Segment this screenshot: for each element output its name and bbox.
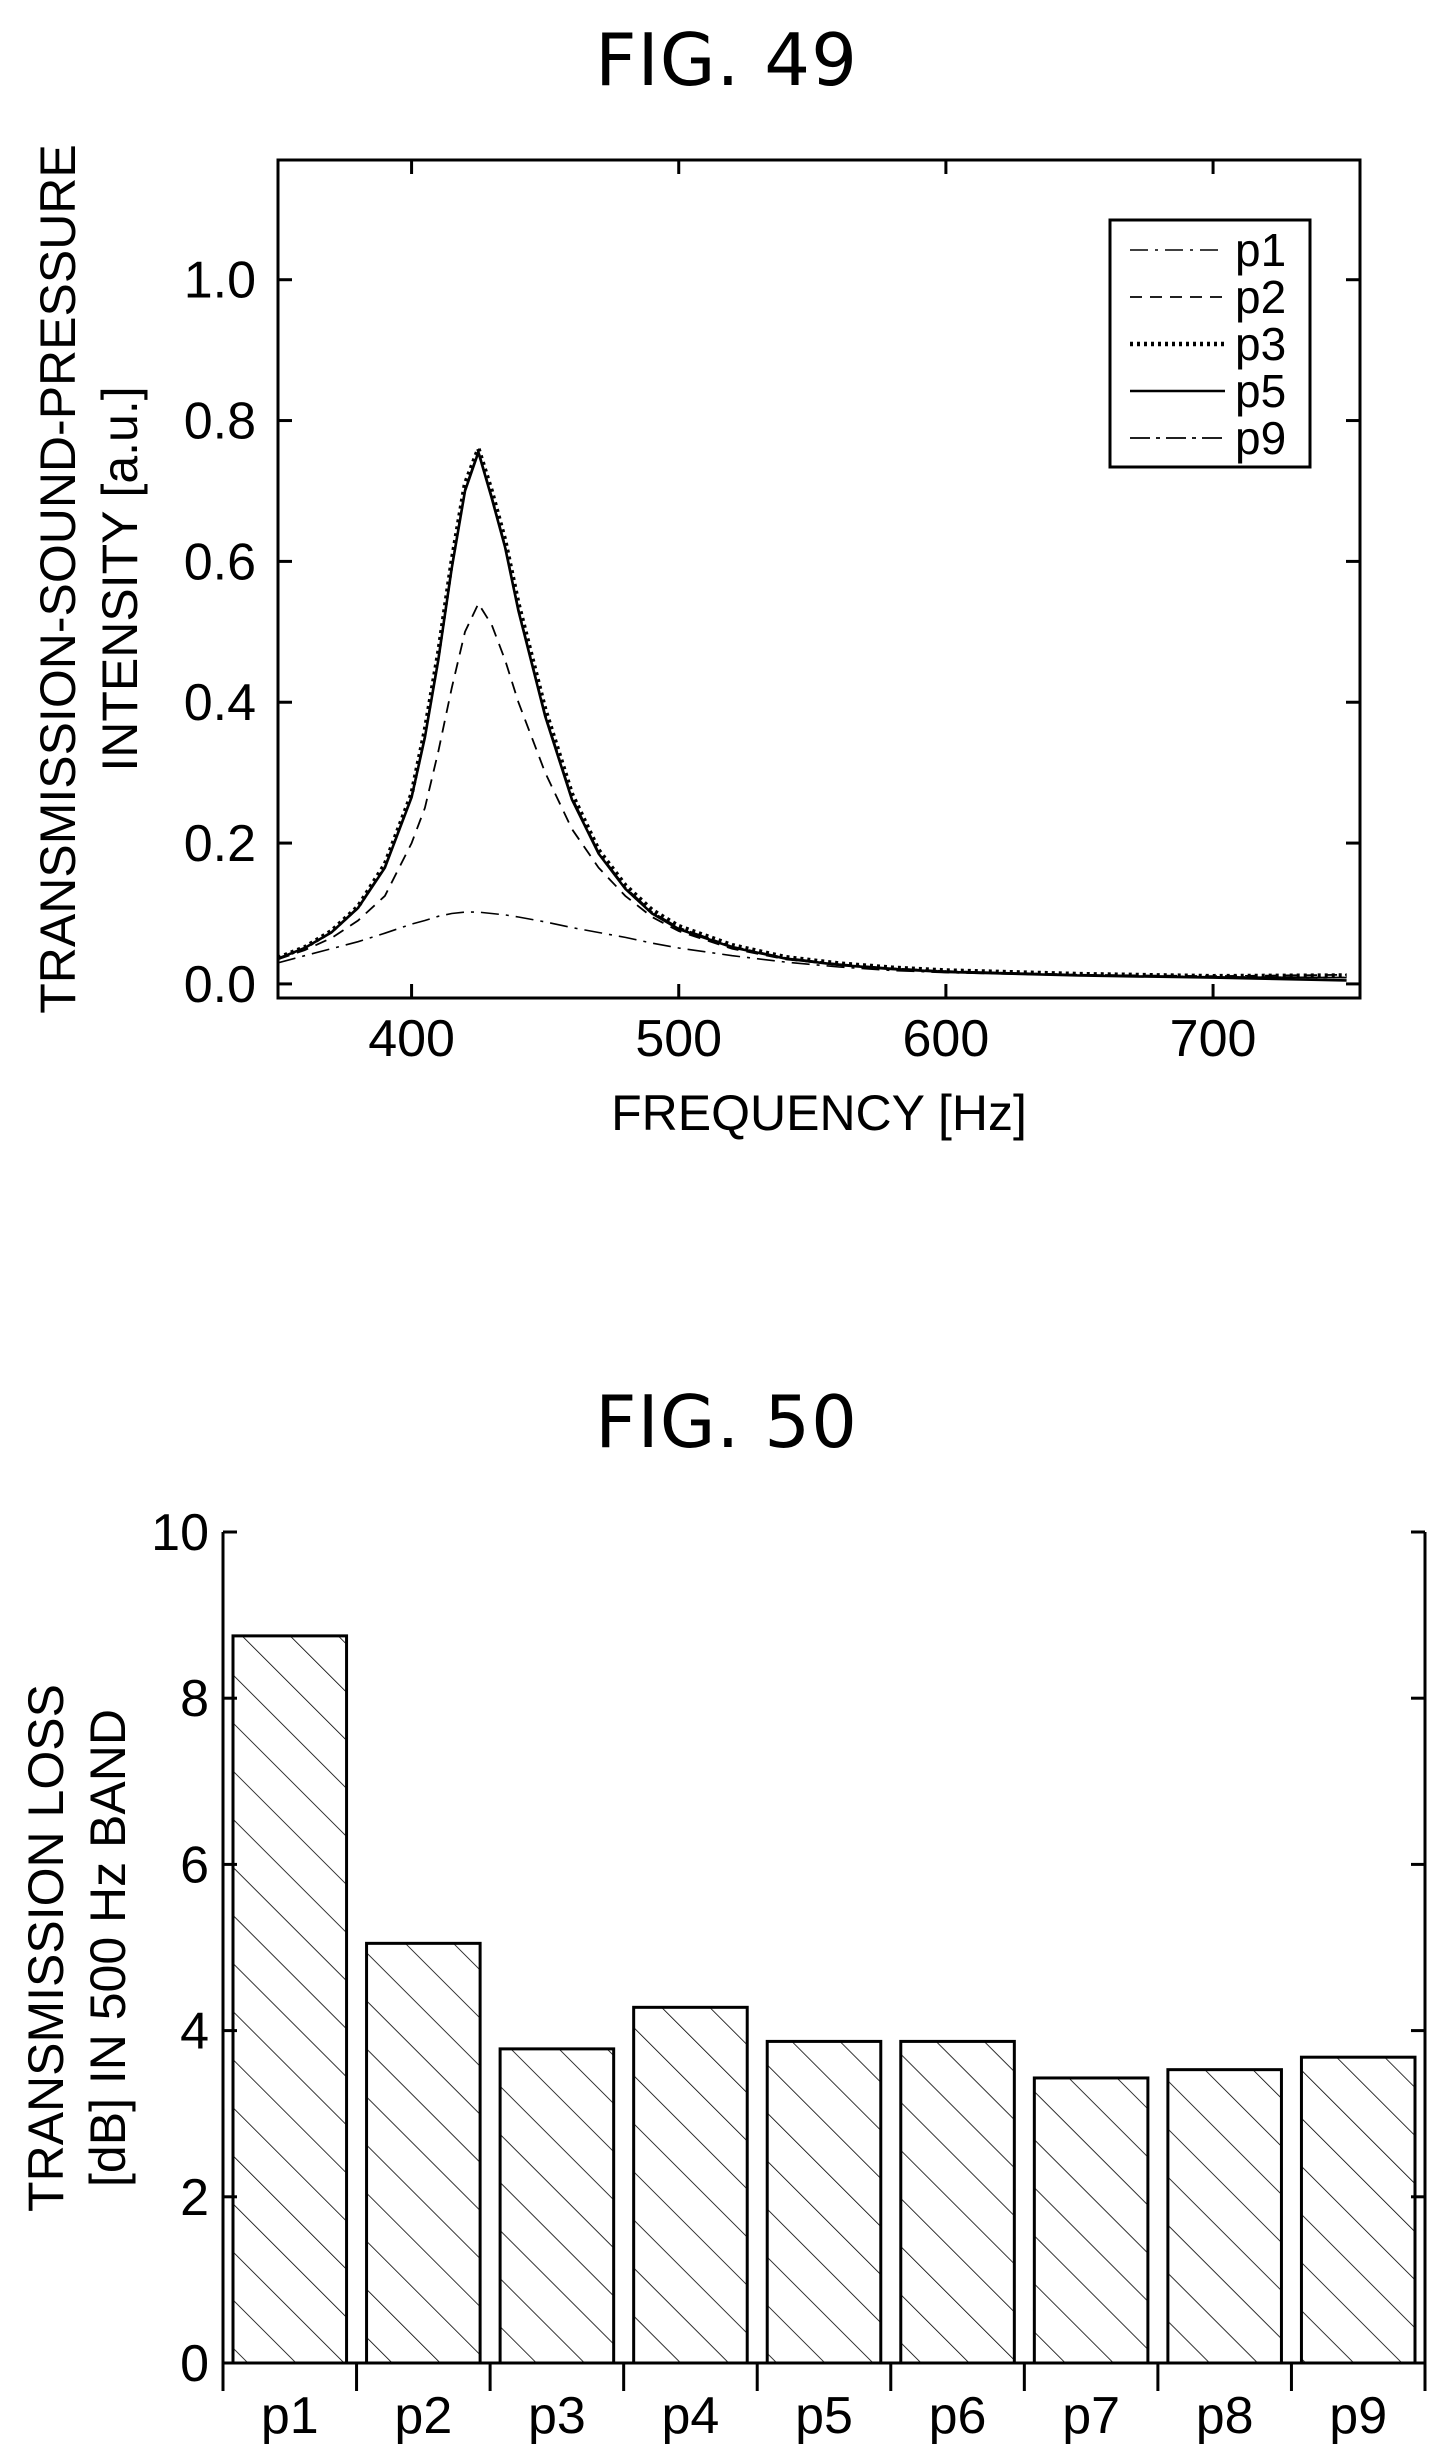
fig49-legend-label: p5: [1235, 365, 1286, 417]
fig50-ytick-label: 10: [151, 1504, 209, 1562]
fig50-ytick-label: 2: [180, 2169, 209, 2227]
fig49-series-line-p1: [278, 911, 1347, 979]
fig49-title: FIG. 49: [595, 18, 858, 102]
fig49-series-line-p5: [278, 447, 1347, 982]
fig50-xtick-label: p7: [1062, 2387, 1120, 2445]
fig49-legend-label: p1: [1235, 224, 1286, 276]
fig49-ytick-label: 0.4: [184, 674, 256, 732]
fig49-series-line-p3: [278, 441, 1347, 979]
fig49-plot-frame: [276, 158, 1362, 1000]
fig50-bar-p3: [498, 2047, 616, 2365]
fig49-xtick-label: 600: [903, 1010, 990, 1068]
fig50-xtick-label: p1: [261, 2387, 319, 2445]
fig50-ytick-label: 8: [180, 1670, 209, 1728]
fig50-ytick-label: 0: [180, 2335, 209, 2393]
fig50-ytick-label: 4: [180, 2003, 209, 2061]
fig50-bar-p4: [632, 2005, 749, 2365]
fig49-xtick-label: 500: [635, 1010, 722, 1068]
fig49-ylabel-line1: TRANSMISSION-SOUND-PRESSURE: [30, 144, 86, 1014]
fig50-xtick-label: p4: [662, 2387, 720, 2445]
fig49-chart: 0.0 0.2 0.4 0.6 0.8 1.0 400 500 600 700 FREQUENC…: [30, 144, 1362, 1141]
fig49-ytick-label: 0.0: [184, 956, 256, 1014]
fig49-ytick-label: 0.6: [184, 533, 256, 591]
fig49-ytick-label: 0.8: [184, 393, 256, 451]
fig50-bar-p2: [365, 1941, 482, 2365]
fig50-xtick-label: p5: [795, 2387, 853, 2445]
fig50-xtick-label: p9: [1329, 2387, 1387, 2445]
fig50-bar-p6: [899, 2039, 1016, 2365]
fig49-ytick-label: 1.0: [184, 252, 256, 310]
fig49-legend-label: p2: [1235, 271, 1286, 323]
fig49-ytick-label: 0.2: [184, 815, 256, 873]
fig50-bar-p5: [765, 2039, 883, 2365]
fig50-ylabel-line2: [dB] IN 500 Hz BAND: [80, 1709, 136, 2187]
fig50-xtick-label: p8: [1196, 2387, 1254, 2445]
fig49-xlabel: FREQUENCY [Hz]: [611, 1085, 1027, 1141]
fig50-xtick-label: p3: [528, 2387, 586, 2445]
fig49-ylabel-line2: INTENSITY [a.u.]: [92, 386, 148, 771]
fig49-series-line-p9: [278, 447, 1347, 979]
fig50-bar-p1: [231, 1634, 349, 2365]
fig49-xtick-label: 400: [368, 1010, 455, 1068]
fig50-bar-p7: [1032, 2076, 1150, 2365]
fig49-legend-label: p9: [1235, 412, 1286, 464]
fig50-ylabel-line1: TRANSMISSION LOSS: [18, 1684, 74, 2212]
fig50-ytick-label: 6: [180, 1836, 209, 1894]
fig50-bar-p9: [1299, 2055, 1417, 2365]
fig50-title: FIG. 50: [595, 1380, 858, 1464]
fig50-xtick-label: p6: [929, 2387, 987, 2445]
fig50-xtick-label: p2: [394, 2387, 452, 2445]
fig49-xtick-label: 700: [1170, 1010, 1257, 1068]
fig49-legend-label: p3: [1235, 318, 1286, 370]
fig50-bar-p8: [1166, 2068, 1283, 2365]
